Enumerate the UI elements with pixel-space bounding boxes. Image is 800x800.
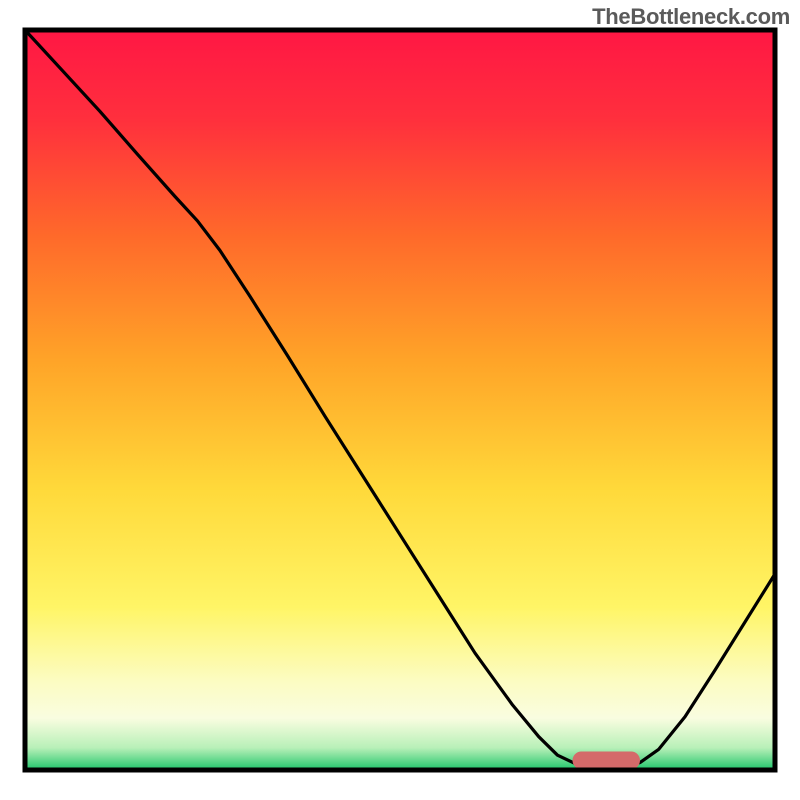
bottleneck-chart-figure: TheBottleneck.com: [0, 0, 800, 800]
trough-marker: [573, 752, 641, 770]
plot-background: [25, 30, 775, 770]
chart-svg: [0, 0, 800, 800]
